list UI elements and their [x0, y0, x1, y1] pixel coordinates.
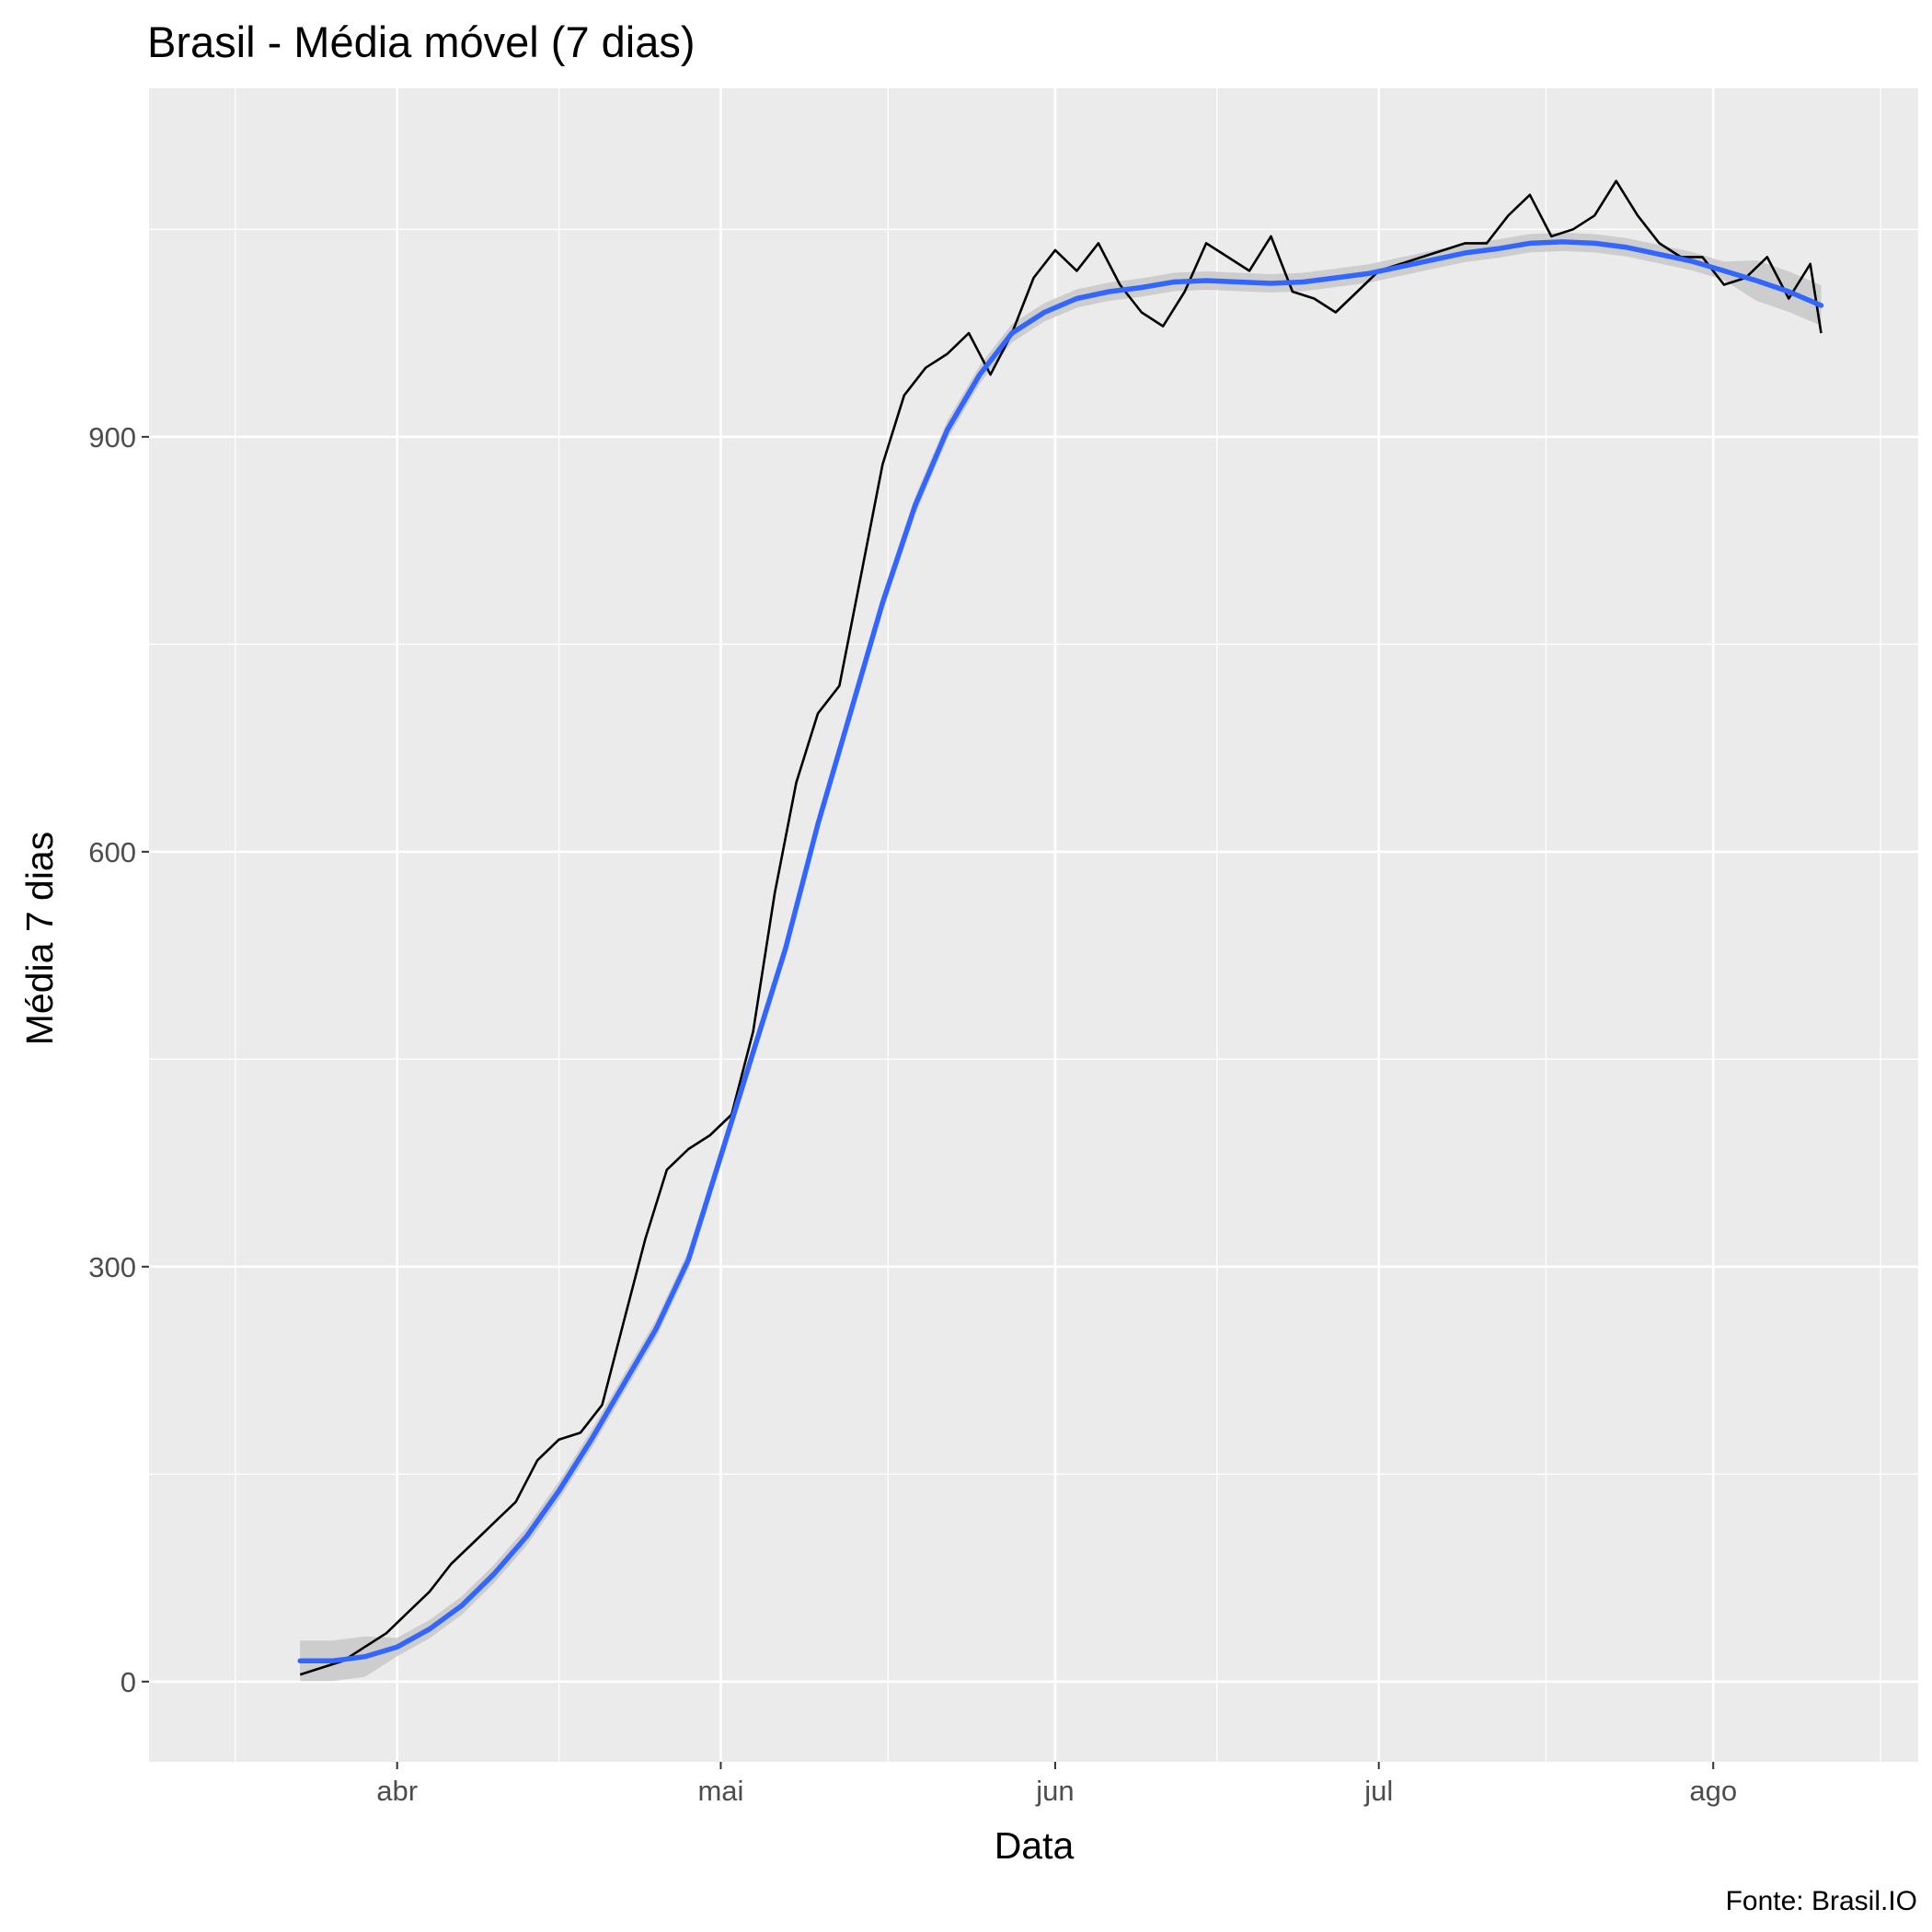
y-tick-label: 900: [88, 421, 136, 454]
x-axis-title: Data: [995, 1824, 1075, 1867]
x-tick-label: ago: [1689, 1775, 1737, 1807]
y-axis-ticks: 0 300 600 900: [88, 421, 149, 1698]
chart-title: Brasil - Média móvel (7 dias): [147, 17, 696, 66]
x-tick-label: jun: [1035, 1775, 1074, 1807]
y-tick-label: 0: [121, 1666, 136, 1698]
x-tick-label: mai: [697, 1775, 743, 1807]
y-tick-label: 300: [88, 1251, 136, 1283]
series-lines: [297, 179, 1824, 1676]
minor-gridlines: [149, 88, 1918, 1762]
source-caption: Fonte: Brasil.IO: [1726, 1886, 1917, 1916]
x-tick-label: jul: [1363, 1775, 1393, 1807]
plot-panel: [149, 88, 1918, 1762]
major-gridlines: [149, 88, 1918, 1762]
smoothed-trend-line: [297, 239, 1824, 1664]
y-tick-label: 600: [88, 836, 136, 868]
y-axis-title: Média 7 dias: [18, 832, 61, 1045]
moving-average-line: [299, 179, 1823, 1676]
x-tick-label: abr: [376, 1775, 418, 1807]
x-axis-ticks: abr mai jun jul ago: [376, 1762, 1737, 1807]
